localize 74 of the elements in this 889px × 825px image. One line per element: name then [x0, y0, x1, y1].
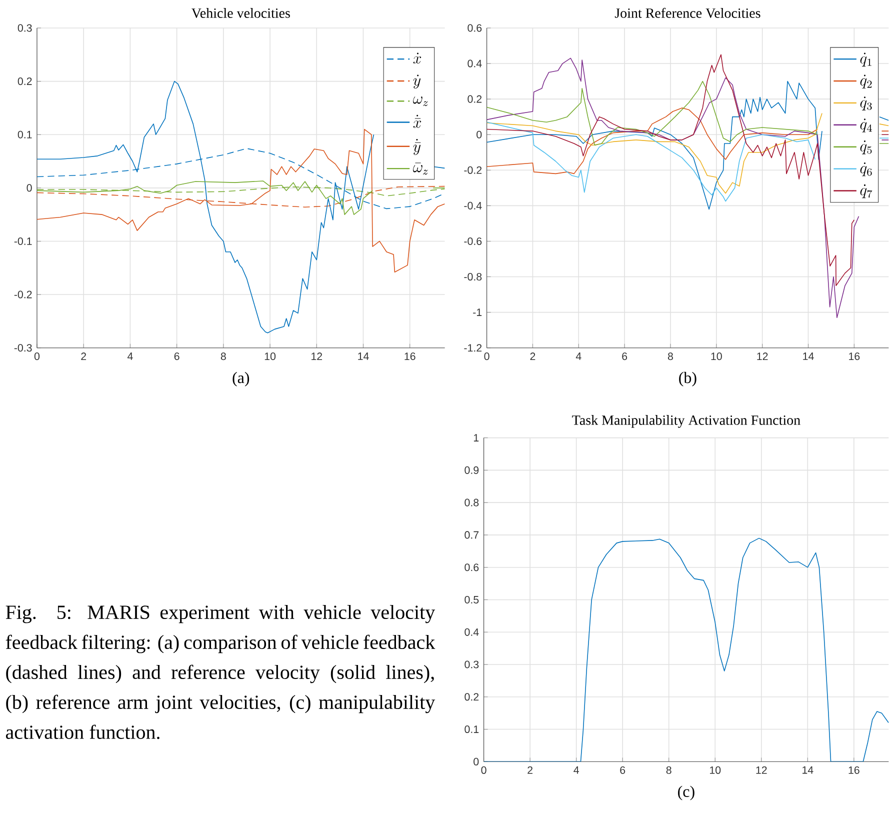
legend-label: $\dot{q}_6$: [860, 162, 872, 176]
x-tick-label: 14: [358, 352, 369, 360]
y-tick-label: 0.2: [464, 693, 479, 701]
y-tick-label: 0.4: [468, 60, 482, 68]
x-tick-label: 4: [576, 352, 582, 360]
x-tick-label: 6: [174, 352, 180, 360]
y-tick-label: 0.4: [464, 628, 479, 636]
x-tick-label: 4: [574, 766, 579, 774]
x-tick-label: 6: [622, 352, 628, 360]
x-tick-label: 10: [264, 352, 276, 360]
y-tick-label: -1.2: [464, 344, 482, 352]
x-tick-label: 12: [756, 766, 767, 774]
legend-label: $\dot{q}_1$: [860, 52, 872, 67]
y-tick-label: 0.3: [464, 660, 479, 668]
y-tick-label: 0.2: [468, 95, 482, 104]
legend-label: $\dot{\bar{y}}$: [413, 139, 421, 156]
chart-title: Task Manipulability Activation Function: [572, 415, 800, 428]
x-tick-label: 2: [528, 766, 532, 774]
y-tick-label: 0.1: [464, 726, 479, 734]
x-tick-label: 0: [34, 352, 40, 360]
y-tick-label: 0.1: [18, 131, 32, 139]
y-tick-label: 0.6: [464, 564, 479, 572]
x-tick-label: 14: [803, 352, 814, 360]
x-tick-label: 12: [312, 352, 322, 360]
y-tick-label: 0: [26, 184, 32, 192]
y-tick-label: 0.9: [464, 466, 479, 474]
legend-label: $\dot{q}_5$: [860, 140, 872, 154]
x-tick-label: 16: [404, 352, 416, 360]
y-tick-label: 0: [476, 131, 482, 139]
y-tick-label: -0.1: [14, 238, 32, 246]
x-axis-title: (b): [679, 372, 696, 387]
x-tick-label: 0: [484, 352, 490, 360]
legend-label: $\dot{q}_4$: [860, 118, 872, 132]
y-tick-label: 0: [474, 758, 479, 766]
y-tick-label: 0.5: [464, 596, 479, 604]
caption: Fig. 5: MARIS experiment with vehicle velocity feedback filtering: (a) comparison of vehicle feedback (dashed lines) and reference velocity (solid lines), (b) reference arm joint velocities, (c) manipulability activation function.: [6, 605, 436, 740]
x-tick-label: 8: [220, 352, 226, 360]
y-tick-label: -0.4: [464, 202, 482, 210]
x-axis-title: (c): [678, 786, 694, 800]
x-tick-label: 12: [757, 352, 768, 360]
x-tick-label: 14: [802, 766, 814, 774]
x-tick-label: 2: [530, 352, 536, 360]
y-tick-label: -1: [473, 308, 482, 316]
legend-label: $\dot{\bar{x}}$: [413, 115, 422, 128]
x-tick-label: 2: [81, 352, 86, 360]
y-tick-label: -0.6: [464, 238, 482, 246]
x-axis-title: (a): [232, 372, 250, 387]
x-tick-label: 6: [620, 766, 626, 774]
legend-label: $\bar{\omega}_z$: [413, 162, 428, 175]
x-tick-label: 16: [848, 766, 860, 774]
chart-title: Vehicle velocities: [192, 8, 290, 18]
x-tick-label: 10: [711, 352, 722, 360]
y-tick-label: 0.3: [18, 24, 32, 32]
y-tick-label: 0.7: [464, 531, 479, 539]
y-tick-label: -0.2: [14, 290, 32, 298]
y-tick-label: -0.8: [464, 273, 482, 281]
y-tick-label: 0.8: [464, 498, 479, 507]
chart-title: Joint Reference Velocities: [614, 8, 760, 18]
legend-label: $\dot{q}_2$: [860, 74, 872, 89]
y-tick-label: -0.2: [464, 166, 482, 174]
legend-label: $\omega_z$: [413, 96, 428, 106]
x-tick-label: 16: [849, 352, 860, 360]
y-tick-label: 0.2: [18, 78, 32, 86]
x-tick-label: 8: [666, 766, 672, 774]
x-tick-label: 10: [710, 766, 721, 774]
y-tick-label: -0.3: [14, 344, 32, 352]
legend-label: $\dot{q}_3$: [860, 96, 872, 111]
y-tick-label: 1: [474, 434, 479, 442]
legend-label: $\dot{y}$: [413, 74, 421, 89]
x-tick-label: 4: [127, 352, 133, 360]
x-tick-label: 8: [668, 352, 673, 360]
y-tick-label: 0.6: [468, 24, 482, 32]
legend-label: $\dot{q}_7$: [860, 184, 872, 198]
legend-label: $\dot{x}$: [413, 52, 422, 64]
